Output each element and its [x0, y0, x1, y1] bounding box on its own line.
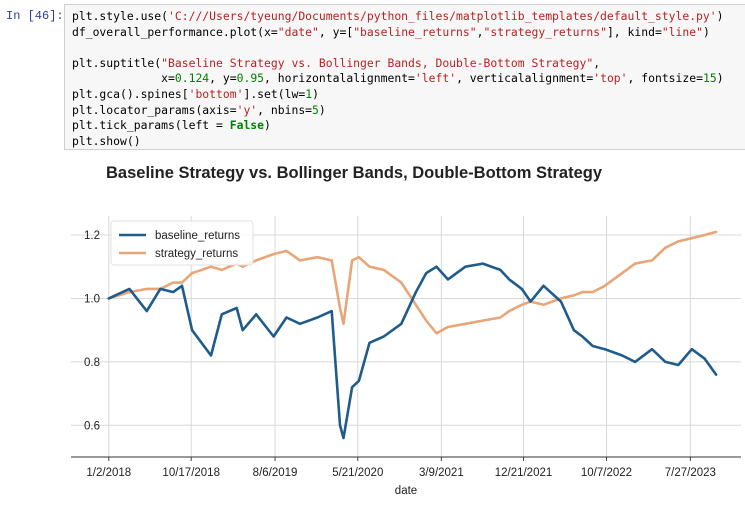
line-chart: 0.6 0.8 1.0 1.2 1/2/2018 10/17/2018 8/6/2019 5/…: [71, 164, 741, 497]
code-token: "date": [277, 24, 319, 39]
code-line: plt.tick_params(left = False): [72, 118, 724, 134]
series-line-baseline_returns: [107, 262, 718, 440]
y-tick-label: 1.2: [84, 230, 100, 242]
code-token: "strategy_returns": [483, 24, 607, 39]
code-line: x=0.124, y=0.95, horizontalalignment='le…: [72, 71, 724, 87]
code-token: ], kind=: [606, 24, 662, 39]
x-tick-label: 12/21/2021: [495, 467, 553, 479]
legend-box: [110, 220, 254, 266]
code-token: , nbins=: [257, 102, 313, 117]
code-token: 0.95: [236, 71, 265, 86]
code-token: , y=[: [318, 24, 354, 39]
code-token: x=: [72, 71, 175, 86]
y-tick-label: 0.6: [84, 420, 100, 432]
code-token: 15: [702, 71, 717, 86]
code-token: 'left': [414, 71, 457, 86]
code-token: , horizontalalignment=: [264, 71, 415, 86]
code-token: plt.locator_params(axis=: [72, 102, 237, 117]
code-token: 0.124: [174, 71, 210, 86]
code-token: plt.suptitle(: [72, 55, 162, 70]
code-token: "line": [661, 24, 703, 39]
code-cell[interactable]: plt.style.use('C:///Users/tyeung/Documen…: [64, 4, 745, 150]
code-token: ): [264, 118, 271, 133]
code-line: [72, 40, 724, 56]
output-area: 0.6 0.8 1.0 1.2 1/2/2018 10/17/2018 8/6/2019 5/…: [64, 150, 745, 509]
code-token: 5: [312, 102, 319, 117]
code-token: 'y': [236, 102, 258, 117]
code-token: plt.gca().spines[: [72, 86, 189, 101]
y-tick-label: 0.8: [84, 357, 100, 369]
x-axis-label: date: [395, 485, 417, 497]
code-token: , fontsize=: [627, 71, 703, 86]
code-token: 'bottom': [188, 86, 244, 101]
code-token: , verticalalignment=: [456, 71, 594, 86]
y-tick-label: 1.0: [84, 293, 100, 305]
code-line: plt.suptitle("Baseline Strategy vs. Boll…: [72, 56, 724, 72]
x-tick-label: 10/17/2018: [162, 467, 220, 479]
x-tick-label: 10/7/2022: [581, 467, 632, 479]
x-tick-label: 7/27/2023: [665, 467, 716, 479]
x-tick-label: 8/6/2019: [253, 467, 298, 479]
code-line: plt.locator_params(axis='y', nbins=5): [72, 103, 724, 119]
code-token: 1: [305, 86, 313, 101]
code-line: plt.style.use('C:///Users/tyeung/Documen…: [72, 9, 724, 25]
code-token: "Baseline Strategy vs. Bollinger Bands, …: [161, 55, 594, 70]
code-editor[interactable]: plt.style.use('C:///Users/tyeung/Documen…: [72, 9, 724, 149]
series-line-strategy_returns: [107, 230, 718, 335]
code-line: plt.show(): [72, 134, 724, 150]
x-tick-label: 1/2/2018: [86, 467, 131, 479]
code-token: 'top': [593, 71, 628, 86]
code-token: ): [318, 102, 326, 117]
x-tick-label: 5/21/2020: [332, 467, 383, 479]
code-token: df_overall_performance.plot(x=: [72, 24, 278, 39]
code-token: ,: [593, 55, 601, 70]
code-token: plt.tick_params(left =: [72, 118, 230, 133]
code-token: 'C:///Users/tyeung/Documents/python_file…: [168, 9, 717, 23]
code-line: df_overall_performance.plot(x="date", y=…: [72, 25, 724, 41]
code-token: , y=: [209, 71, 237, 86]
legend-label: baseline_returns: [155, 230, 240, 242]
code-token: ): [716, 9, 724, 23]
code-token: plt.style.use(: [72, 9, 169, 23]
code-token: ): [716, 71, 724, 86]
code-token: plt.show(): [72, 133, 141, 148]
code-token: "baseline_returns": [353, 24, 477, 39]
code-line: plt.gca().spines['bottom'].set(lw=1): [72, 87, 724, 103]
code-token: False: [229, 118, 265, 133]
code-token: ): [702, 24, 710, 39]
chart-title: Baseline Strategy vs. Bollinger Bands, D…: [106, 164, 603, 182]
x-tick-label: 3/9/2021: [419, 467, 464, 479]
code-token: ): [312, 86, 319, 101]
cell-prompt: In [46]:: [6, 9, 64, 23]
code-token: ,: [476, 24, 484, 39]
code-token: ].set(lw=: [243, 86, 306, 101]
legend-label: strategy_returns: [155, 248, 238, 260]
